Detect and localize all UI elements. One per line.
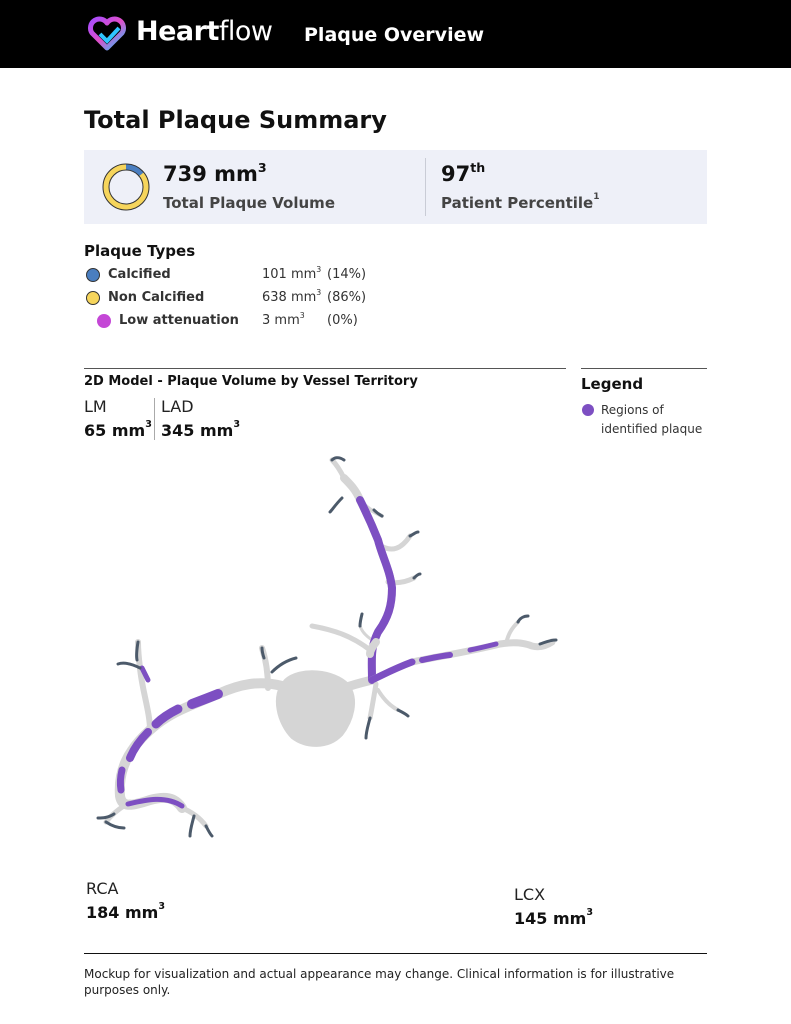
- page-header-title: Plaque Overview: [304, 24, 485, 46]
- model-title: 2D Model - Plaque Volume by Vessel Terri…: [84, 374, 418, 389]
- page-title: Total Plaque Summary: [84, 106, 387, 134]
- plaque-type-volume: 101 mm3: [262, 265, 322, 282]
- plaque-type-low-attenuation: Low attenuation 3 mm3 (0%): [84, 311, 404, 332]
- lm-segment: [339, 675, 377, 693]
- total-plaque-volume-label: Total Plaque Volume: [163, 194, 335, 212]
- heartflow-logo-icon: [88, 16, 126, 51]
- total-plaque-volume-value: 739 mm3: [163, 160, 267, 186]
- plaque-types-title: Plaque Types: [84, 242, 196, 260]
- non-calcified-dot-icon: [86, 291, 100, 305]
- model-section-rule: [84, 368, 566, 369]
- territory-lcx-name: LCX: [514, 885, 546, 904]
- plaque-type-name: Calcified: [108, 267, 171, 282]
- legend-item-label: Regions of identified plaque: [601, 403, 703, 436]
- territory-rca-name: RCA: [86, 879, 119, 898]
- territory-lad-name: LAD: [161, 397, 194, 416]
- legend-title: Legend: [581, 375, 644, 393]
- territory-lcx-value: 145 mm3: [514, 907, 593, 928]
- summary-divider: [425, 158, 426, 216]
- plaque-type-name: Low attenuation: [119, 313, 239, 328]
- patient-percentile-label: Patient Percentile1: [441, 192, 600, 212]
- brand-name: Heartflow: [136, 16, 273, 47]
- territory-rca-value: 184 mm3: [86, 901, 165, 922]
- summary-card: 739 mm3 Total Plaque Volume 97th Patient…: [84, 150, 707, 224]
- calcified-dot-icon: [86, 268, 100, 282]
- plaque-region-dot-icon: [582, 404, 594, 416]
- territory-divider: [154, 398, 155, 440]
- plaque-donut-icon: [102, 163, 150, 211]
- patient-percentile-value: 97th: [441, 160, 486, 186]
- footer-disclaimer: Mockup for visualization and actual appe…: [84, 967, 675, 997]
- plaque-type-non-calcified: Non Calcified 638 mm3 (86%): [84, 288, 404, 309]
- plaque-type-percent: (86%): [327, 290, 367, 305]
- lcx-trunk: [368, 638, 556, 684]
- footer-rule: [84, 953, 707, 954]
- plaque-type-name: Non Calcified: [108, 290, 205, 305]
- plaque-type-percent: (14%): [327, 267, 367, 282]
- plaque-type-volume: 638 mm3: [262, 288, 322, 305]
- low-attenuation-dot-icon: [97, 314, 111, 328]
- territory-lm-value: 65 mm3: [84, 419, 152, 440]
- territory-lm-name: LM: [84, 397, 107, 416]
- vessel-tree-diagram: [96, 456, 558, 838]
- territory-lad-value: 345 mm3: [161, 419, 240, 440]
- legend-section-rule: [581, 368, 707, 369]
- plaque-type-volume: 3 mm3: [262, 311, 305, 328]
- plaque-type-calcified: Calcified 101 mm3 (14%): [84, 265, 404, 286]
- aortic-root: [276, 670, 356, 747]
- plaque-type-percent: (0%): [327, 313, 358, 328]
- app-header: Heartflow Plaque Overview: [0, 0, 791, 68]
